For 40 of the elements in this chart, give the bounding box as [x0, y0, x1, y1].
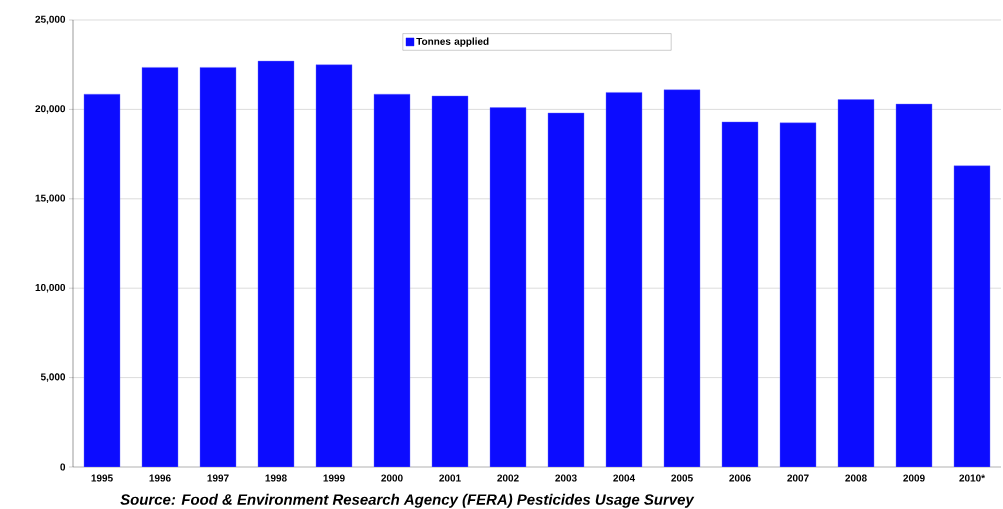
- y-tick-label: 25,000: [35, 15, 66, 25]
- bar: [199, 67, 237, 467]
- x-tick-label: 1998: [265, 474, 287, 482]
- bar: [779, 122, 817, 467]
- x-tick-label: 2002: [497, 474, 519, 482]
- source-note: Source: Food & Environment Research Agency (FERA) Pesticides Usage Survey: [120, 493, 695, 508]
- y-tick-label: 20,000: [35, 105, 66, 114]
- y-tick-label: 5,000: [40, 373, 66, 382]
- y-tick-label: 15,000: [35, 194, 66, 204]
- x-tick-label: 1995: [91, 474, 113, 482]
- bar: [837, 99, 875, 467]
- bar: [373, 94, 411, 467]
- bar: [431, 95, 469, 467]
- bar: [489, 107, 527, 467]
- x-tick-label: 2008: [845, 474, 867, 482]
- x-tick-label: 2001: [439, 474, 461, 482]
- y-tick-label: 0: [60, 463, 66, 471]
- x-tick-label: 2003: [555, 474, 577, 482]
- bar: [83, 94, 121, 467]
- bar: [605, 92, 643, 467]
- x-tick-label: 2006: [729, 474, 751, 482]
- x-tick-label: 2005: [671, 474, 693, 482]
- x-tick-label: 2000: [381, 474, 403, 482]
- legend-label: Tonnes applied: [416, 37, 489, 47]
- y-tick-label: 10,000: [35, 283, 66, 293]
- x-tick-label: 2004: [613, 474, 636, 482]
- bar: [721, 121, 759, 467]
- bar: [663, 89, 701, 467]
- bar: [895, 103, 933, 467]
- x-tick-label: 2010*: [959, 474, 986, 482]
- x-tick-label: 1997: [207, 474, 229, 482]
- bar: [953, 165, 991, 467]
- bar: [257, 60, 295, 467]
- bar: [141, 67, 179, 467]
- bar: [547, 112, 585, 467]
- bar: [315, 64, 353, 467]
- x-tick-label: 1999: [323, 474, 345, 482]
- x-tick-label: 2007: [787, 474, 809, 482]
- x-tick-label: 1996: [149, 474, 171, 482]
- x-tick-label: 2009: [903, 474, 925, 482]
